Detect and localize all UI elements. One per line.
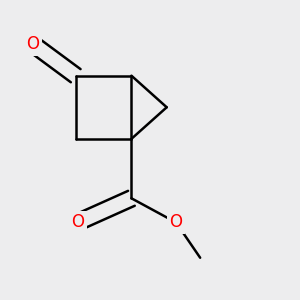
Text: O: O bbox=[26, 35, 40, 53]
Text: O: O bbox=[71, 213, 84, 231]
Text: O: O bbox=[169, 213, 182, 231]
